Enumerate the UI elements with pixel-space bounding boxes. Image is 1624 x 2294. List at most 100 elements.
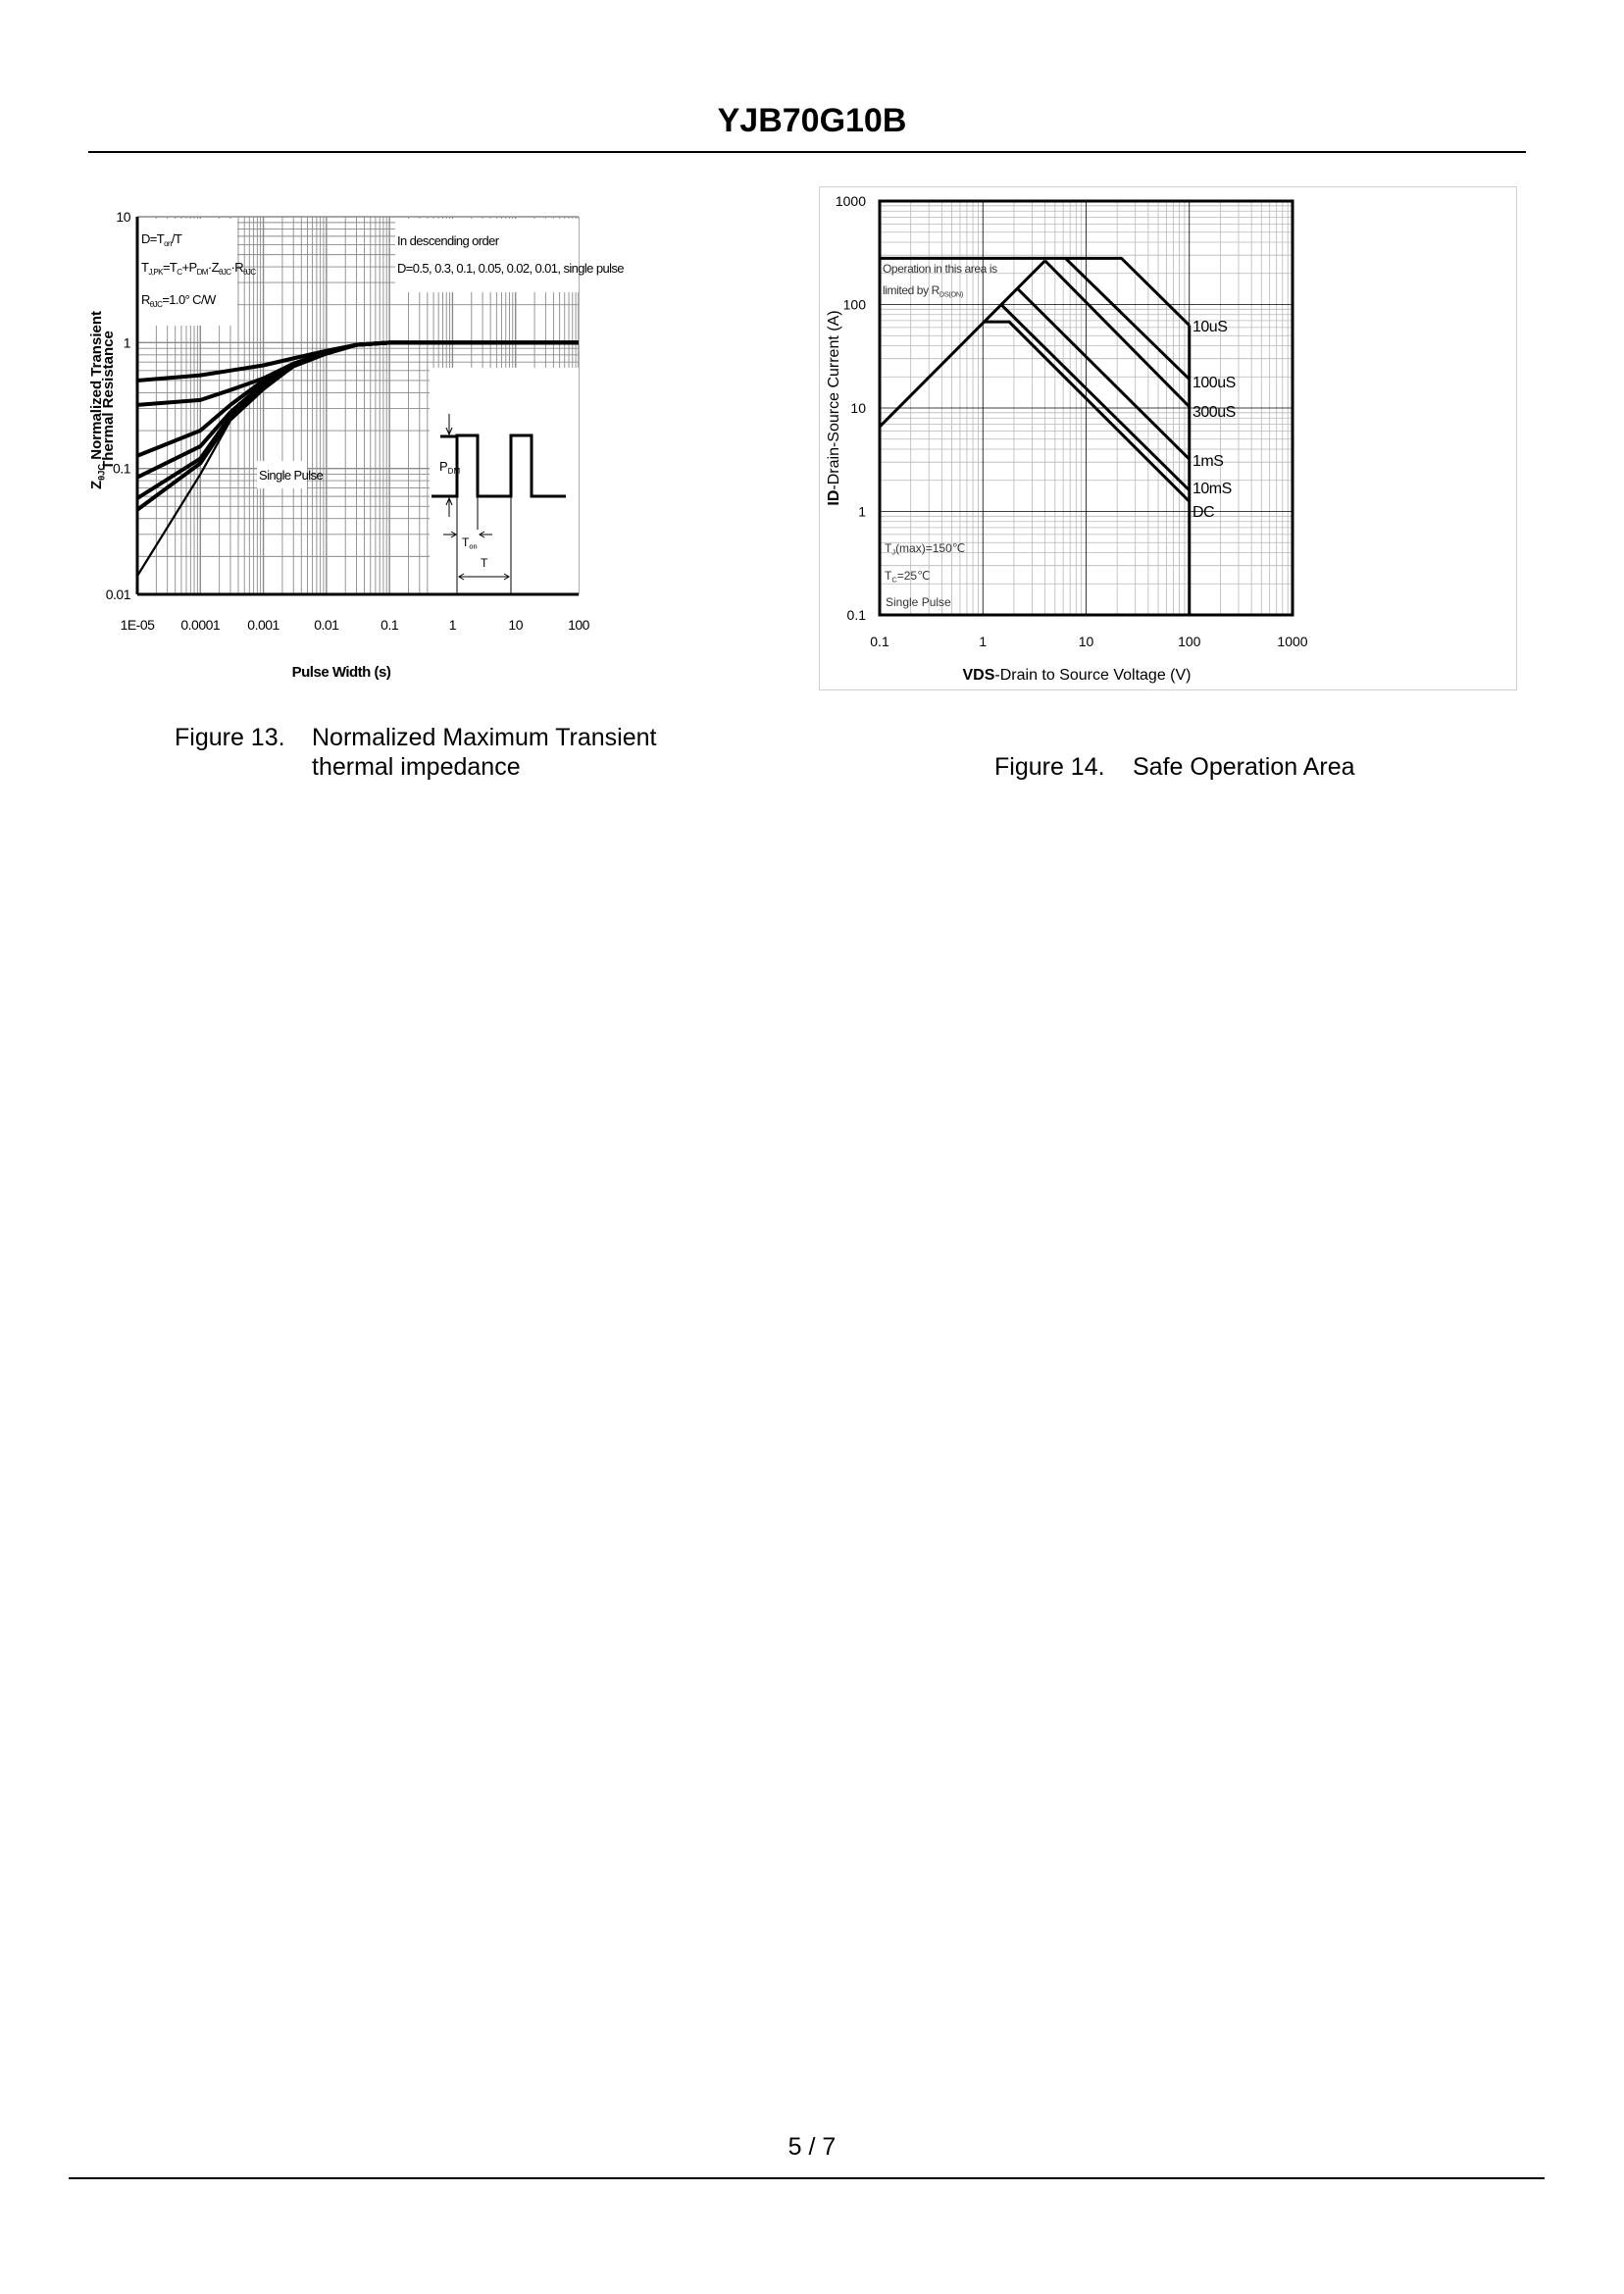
plot-frame <box>878 199 1294 617</box>
x-tick-label: 1E-05 <box>121 617 156 633</box>
page-title: YJB70G10B <box>717 102 907 139</box>
note-junction-temp-formula: TJ,PK=TC+PDM·ZθJC·RθJC <box>141 260 256 277</box>
note-tc-part: C <box>891 576 897 585</box>
note-junction-temp-formula-part: θJC <box>243 268 256 277</box>
y-axis-label-bold: ID <box>826 490 842 506</box>
note-rds-line2: limited by RDS(ON) <box>883 283 964 299</box>
y-axis-label-line2: Thermal Resistance <box>100 331 117 470</box>
note-duty-cycle-part: /T <box>172 231 182 246</box>
pdm-label: PDM <box>439 459 460 476</box>
series-line-1ms <box>1017 288 1191 461</box>
y-tick-label: 1000 <box>836 193 866 209</box>
y-tick-label: 1 <box>124 334 131 350</box>
note-junction-temp-formula-part: T <box>141 260 149 275</box>
single-pulse-label: Single Pulse <box>259 468 323 483</box>
note-tc-part: T <box>885 569 892 583</box>
series-label-1ms: 1mS <box>1193 453 1223 470</box>
x-axis-label-bold: VDS <box>963 667 995 684</box>
annotation-box <box>395 219 579 292</box>
y-tick-label: 10 <box>116 209 130 225</box>
x-tick-label: 0.1 <box>870 634 889 649</box>
x-tick-label: 100 <box>568 617 590 633</box>
arrowhead-icon <box>450 531 457 538</box>
note-tc-part: =25℃ <box>897 569 931 583</box>
y-axis-label-line1-part: θJC <box>96 464 106 481</box>
x-tick-label: 100 <box>1178 634 1201 649</box>
note-tj-max-part: J <box>891 548 895 557</box>
arrowhead-icon <box>458 573 510 581</box>
series-line-100us <box>1064 257 1191 381</box>
series-label-dc: DC <box>1193 504 1214 521</box>
x-tick-label: 10 <box>508 617 523 633</box>
thermal-impedance-chart: 1E-05 0.0001 0.001 0.01 0.1 1 10 100 0.01 0.1 1 10 P… <box>88 209 625 681</box>
page-number: 5 / 7 <box>787 2133 837 2161</box>
y-axis-label-line1-part: Normalized Transient <box>88 311 105 464</box>
x-axis-label: Pulse Width (s) <box>292 664 391 681</box>
series-label-300us: 300uS <box>1193 404 1236 421</box>
note-order-line1: In descending order <box>397 233 500 248</box>
note-duty-cycle: D=Ton/T <box>141 231 182 248</box>
x-tick-label: 1 <box>979 634 987 649</box>
note-single-pulse: Single Pulse <box>886 595 951 609</box>
ton-label-part: on <box>469 542 477 551</box>
series-line-10ms <box>999 303 1191 492</box>
arrowhead-icon <box>445 496 453 506</box>
series-line-single-pulse <box>136 341 579 577</box>
pulse-waveform <box>431 433 566 498</box>
note-junction-temp-formula-part: =T <box>163 260 178 275</box>
pdm-label-part: DM <box>448 467 461 476</box>
note-junction-temp-formula-part: ·Z <box>208 260 220 275</box>
note-thermal-resistance-part: R <box>141 292 150 307</box>
note-tc: TC=25℃ <box>885 569 931 585</box>
note-thermal-resistance-part: =1.0° C/W <box>162 292 217 307</box>
series-line-dc <box>984 320 1191 503</box>
ton-label: Ton <box>462 535 478 551</box>
y-tick-label: 1 <box>858 504 866 520</box>
y-axis-label-line1: ZθJC Normalized Transient <box>88 311 106 489</box>
arrowhead-icon <box>479 531 485 538</box>
x-tick-label: 10 <box>1079 634 1094 649</box>
figure-13-caption-line2: thermal impedance <box>312 753 521 781</box>
note-junction-temp-formula-part: J,PK <box>148 268 164 277</box>
note-junction-temp-formula-part: C <box>177 268 182 277</box>
note-tj-max-part: (max)=150℃ <box>895 541 965 555</box>
y-axis-label-line1-part: Z <box>88 481 105 489</box>
x-tick-label: 0.01 <box>314 617 339 633</box>
note-junction-temp-formula-part: θJC <box>219 268 231 277</box>
period-label: T <box>481 556 488 570</box>
y-axis-label: ID-Drain-Source Current (A) <box>826 310 842 505</box>
y-tick-label: 100 <box>843 297 867 313</box>
note-thermal-resistance-part: θJC <box>150 300 163 309</box>
y-tick-label: 0.01 <box>106 586 131 602</box>
x-axis-label-rest: -Drain to Source Voltage (V) <box>994 667 1191 684</box>
annotation-box <box>138 219 237 326</box>
header-divider <box>88 151 1526 153</box>
pdm-label-part: P <box>439 459 448 474</box>
y-tick-label: 0.1 <box>113 461 131 477</box>
x-tick-label: 0.0001 <box>180 617 221 633</box>
series-line-10us <box>880 256 1191 327</box>
note-rds-line2-part: DS(ON) <box>939 290 964 299</box>
note-duty-cycle-part: on <box>164 239 172 248</box>
figure-14-caption: Safe Operation Area <box>1133 753 1355 781</box>
series-label-10us: 10uS <box>1193 319 1227 335</box>
note-junction-temp-formula-part: ·R <box>231 260 244 275</box>
x-tick-label: 1000 <box>1277 634 1307 649</box>
series-line-300us <box>1043 259 1191 408</box>
series-label-10ms: 10mS <box>1193 481 1232 497</box>
y-tick-label: 10 <box>850 400 866 416</box>
x-axis-label: VDS-Drain to Source Voltage (V) <box>963 667 1192 684</box>
x-tick-label: 0.1 <box>381 617 399 633</box>
inset-box <box>430 368 579 593</box>
figure-14-number: Figure 14. <box>994 753 1105 781</box>
series-label-100us: 100uS <box>1193 375 1236 391</box>
note-rds-line2-part: limited by R <box>883 283 940 297</box>
figure-13-caption-line1: Normalized Maximum Transient <box>312 724 657 751</box>
annotation-box <box>257 461 307 488</box>
safe-operation-area-chart: 10uS 100uS 300uS 1mS 10mS DC 0.1 1 10 100 1000 0.1 1… <box>819 186 1517 690</box>
footer-divider <box>69 2177 1545 2179</box>
y-tick-label: 0.1 <box>847 607 867 623</box>
x-tick-label: 1 <box>449 617 457 633</box>
figure-13-number: Figure 13. <box>175 724 285 751</box>
